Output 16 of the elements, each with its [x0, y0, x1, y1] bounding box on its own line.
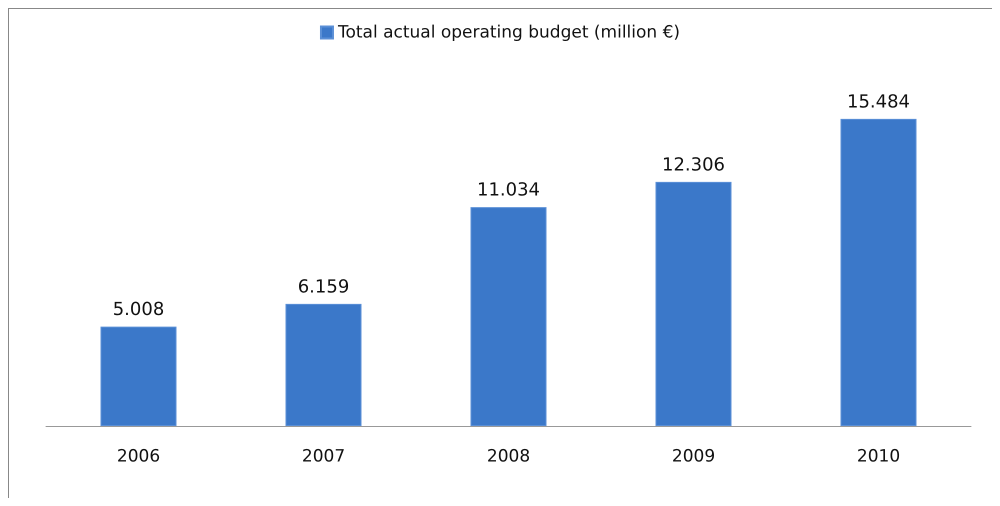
x-tick-label: 2010	[856, 446, 900, 466]
data-label: 15.484	[847, 91, 910, 112]
data-label: 6.159	[298, 276, 350, 298]
x-tick-label: 2006	[116, 446, 160, 466]
bar	[840, 118, 916, 426]
x-tick-label: 2008	[486, 446, 530, 466]
bar	[470, 207, 546, 426]
bar	[100, 326, 176, 426]
bar	[656, 182, 732, 426]
bar	[286, 304, 362, 426]
x-tick-label: 2009	[672, 446, 716, 466]
data-label: 11.034	[477, 180, 540, 201]
data-label: 5.008	[112, 299, 164, 320]
data-label: 12.306	[662, 154, 725, 176]
legend-label: Total actual operating budget (million €)	[336, 22, 680, 42]
x-tick-label: 2007	[302, 446, 346, 466]
